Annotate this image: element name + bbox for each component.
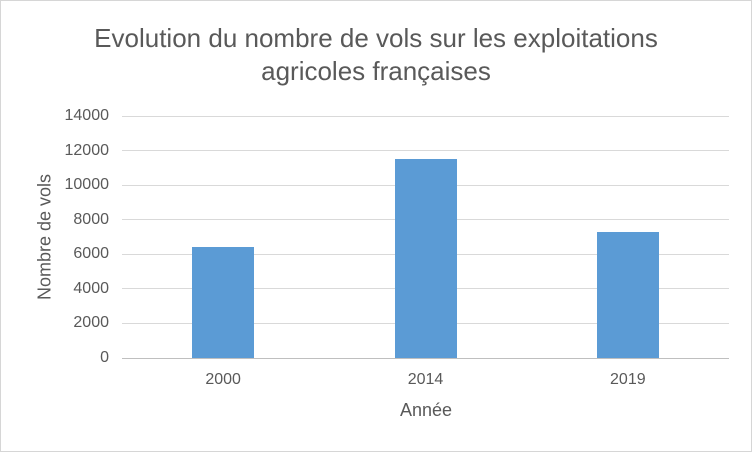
y-tick-label: 0 [100, 349, 109, 366]
y-gridline [122, 115, 729, 117]
x-axis-title: Année [399, 400, 453, 420]
y-tick-label: 6000 [73, 245, 109, 263]
x-tick-label-2000: 2000 [205, 371, 241, 388]
bar-2014 [394, 159, 457, 358]
chart-title: Evolution du nombre de vols sur les expl… [1, 22, 751, 88]
y-tick-label: 2000 [73, 314, 109, 332]
y-gridline [122, 150, 729, 152]
bar-2000 [192, 247, 255, 358]
y-axis-tick-labels: 0 2000 4000 6000 8000 10000 12000 14000 [1, 1, 113, 451]
y-tick-label: 4000 [73, 279, 109, 297]
y-tick-label: 12000 [64, 141, 110, 159]
x-axis-line [122, 357, 729, 359]
x-tick-label-2014: 2014 [407, 371, 444, 388]
y-tick-label: 10000 [64, 176, 110, 194]
y-tick-label: 8000 [73, 210, 109, 228]
y-tick-label: 14000 [64, 107, 110, 124]
plot-area [122, 115, 729, 359]
chart-title-line-2: agricoles françaises [261, 56, 491, 86]
bar-2019 [596, 231, 659, 358]
chart-title-line-1: Evolution du nombre de vols sur les expl… [94, 23, 658, 53]
x-tick-label-2019: 2019 [610, 371, 646, 388]
